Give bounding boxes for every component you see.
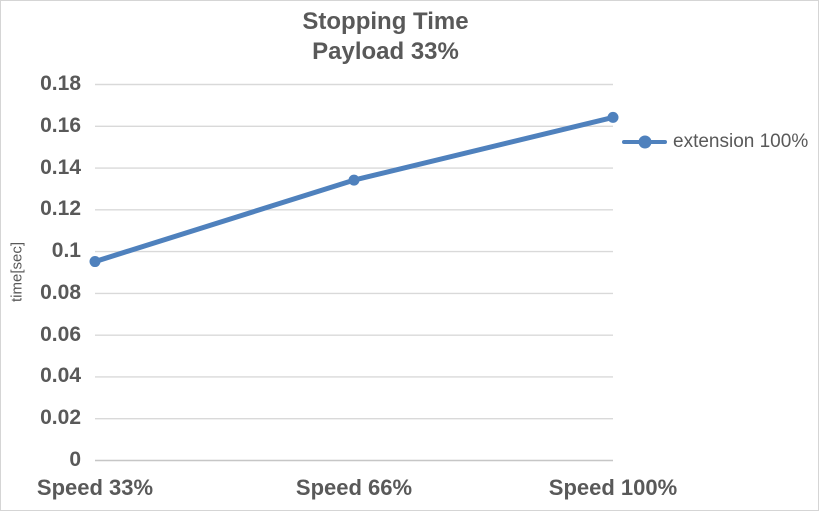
y-tick-label: 0	[69, 448, 81, 471]
y-tick-label: 0.08	[40, 280, 81, 304]
chart-subtitle: Payload 33%	[312, 38, 459, 65]
legend-line-marker-icon	[622, 130, 667, 154]
chart-title-block: Stopping Time Payload 33%	[1, 7, 770, 67]
y-tick-label: 0.02	[40, 406, 81, 430]
data-point-marker	[89, 256, 101, 268]
y-tick-label: 0.14	[40, 155, 81, 179]
y-tick-label: 0.06	[40, 322, 81, 346]
y-tick-label: 0.18	[40, 72, 81, 95]
legend: extension 100%	[622, 130, 808, 154]
series-line	[92, 114, 616, 265]
legend-series-label: extension 100%	[673, 131, 809, 152]
y-tick-label: 0.1	[51, 239, 81, 263]
y-tick-label: 0.12	[40, 197, 81, 221]
x-tick-label: Speed 100%	[548, 475, 678, 500]
data-point-marker	[348, 174, 360, 186]
chart-title: Stopping Time	[302, 8, 469, 35]
y-tick-label: 0.04	[40, 364, 81, 388]
x-tick-label: Speed 33%	[36, 475, 154, 500]
x-tick-label: Speed 66%	[295, 475, 413, 500]
data-point-marker	[607, 111, 619, 123]
y-tick-label: 0.16	[40, 113, 81, 137]
